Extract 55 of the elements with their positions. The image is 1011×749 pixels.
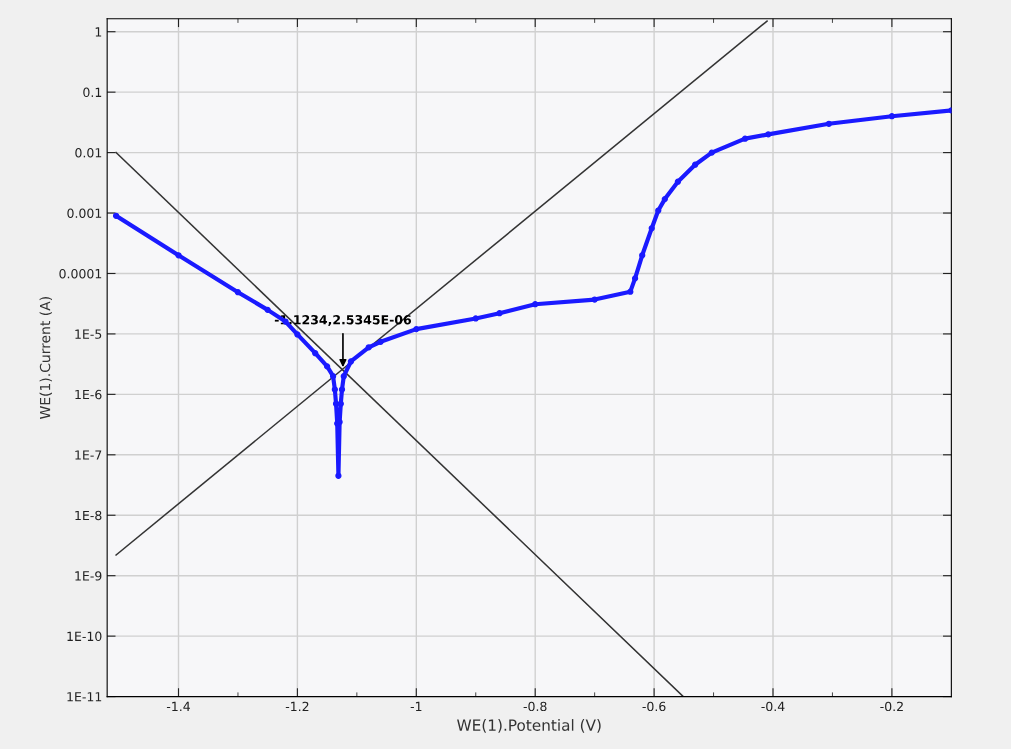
point [631,275,639,282]
point [639,252,646,259]
point [312,350,319,357]
point [655,207,662,214]
point [496,310,503,317]
x-axis-title: WE(1).Potential (V) [457,719,601,733]
x-tick-label: -0.2 [880,701,903,712]
point [347,358,355,365]
y-tick-label: 0.01 [75,148,102,158]
point [331,386,338,393]
point [674,178,682,185]
point [413,326,420,333]
point [324,363,331,370]
y-tick-label: 1 [95,27,102,37]
x-tick-label: -0.4 [761,701,785,712]
point [377,338,384,345]
y-tick-label: 0.001 [67,208,102,218]
y-tick-label: 1E-10 [67,631,102,642]
point [708,149,715,156]
point [337,400,344,407]
y-tick-label: 0.0001 [59,268,102,279]
point [365,344,372,351]
point [591,296,598,303]
point [661,195,668,203]
point [234,289,242,296]
y-axis-title: WE(1).Current (A) [39,297,52,419]
y-tick-label: 1E-5 [75,329,102,339]
point [627,288,634,295]
point [472,315,479,322]
point [340,373,347,380]
point [648,225,655,232]
point [532,301,539,308]
y-tick-label: 0.1 [83,87,102,98]
point [294,331,301,338]
point [175,252,182,259]
point [329,373,337,380]
point [888,113,896,120]
x-tick-label: -0.8 [523,701,547,712]
y-tick-label: 1E-7 [75,450,102,460]
y-tick-label: 1E-6 [75,389,102,400]
point [264,306,271,313]
point [765,131,772,138]
point [741,135,749,142]
y-tick-label: 1E-11 [67,692,102,702]
x-tick-label: -0.6 [642,701,666,712]
y-tick-label: 1E-9 [75,571,102,581]
x-tick-label: -1.2 [285,701,309,711]
point [691,161,699,168]
y-tick-label: 1E-8 [75,510,102,521]
point [112,212,120,219]
point [338,386,346,393]
point [335,472,342,479]
x-tick-label: -1.4 [166,701,190,711]
x-tick-label: -1 [410,701,422,711]
point [825,120,833,127]
